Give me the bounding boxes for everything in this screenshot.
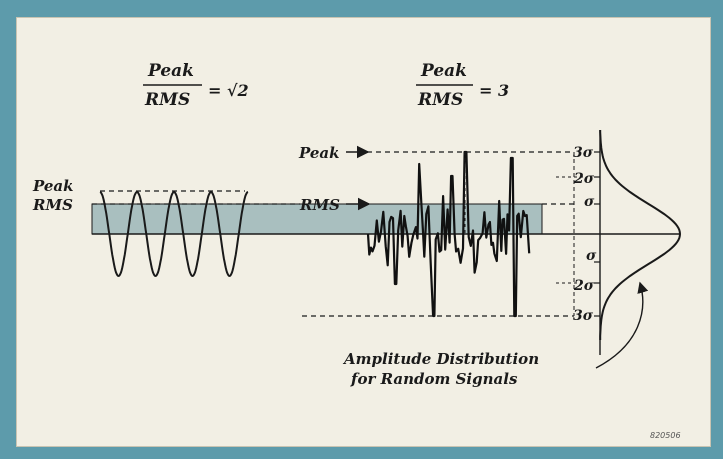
- random-ratio-numerator: Peak: [420, 61, 467, 81]
- random-ratio-denominator: RMS: [417, 90, 463, 110]
- sine-peak-label: Peak: [32, 177, 74, 195]
- sine-ratio-denominator: RMS: [144, 90, 190, 110]
- sigma-label-neg3: 3σ: [573, 308, 594, 324]
- figure-code: 820506: [650, 431, 681, 440]
- sine-ratio-numerator: Peak: [147, 61, 194, 81]
- sigma-label-pos1: σ: [584, 194, 595, 210]
- random-signal: [366, 150, 531, 318]
- random-peak-label: Peak: [298, 144, 340, 162]
- random-rms-label: RMS: [299, 196, 340, 214]
- sigma-ticks: [594, 151, 600, 317]
- sine-ratio-value: = √2: [208, 81, 249, 100]
- sigma-label-neg2: 2σ: [573, 278, 595, 294]
- caption-line-1: Amplitude Distribution: [342, 350, 539, 368]
- sine-wave: [99, 190, 249, 278]
- curved-arrow-icon: [595, 281, 649, 369]
- sigma-label-pos2: 2σ: [573, 171, 595, 187]
- sine-rms-label: RMS: [32, 196, 73, 214]
- caption-line-2: for Random Signals: [350, 370, 518, 388]
- sigma-label-neg1: σ: [586, 248, 597, 264]
- random-ratio-value: = 3: [479, 81, 509, 100]
- sigma-label-pos3: 3σ: [573, 145, 594, 161]
- gaussian-distribution-curve: [599, 130, 682, 340]
